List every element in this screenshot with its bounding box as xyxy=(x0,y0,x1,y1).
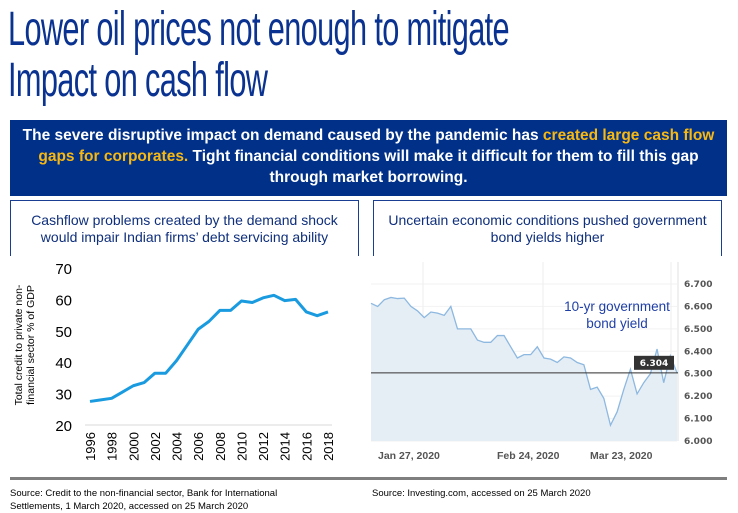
x-tick-label: 2012 xyxy=(256,432,271,461)
y-tick-label: 6.200 xyxy=(684,392,712,402)
x-tick-label: 2010 xyxy=(234,432,249,461)
y-tick-label: 40 xyxy=(55,355,72,372)
x-tick-label: 2016 xyxy=(299,432,314,461)
x-tick-label: 2014 xyxy=(278,432,293,461)
current-value-label: 6.304 xyxy=(640,359,668,369)
y-tick-label: 6.300 xyxy=(684,370,712,380)
x-tick-label: 1996 xyxy=(83,432,98,461)
y-axis-label: Total credit to private non-financial se… xyxy=(13,284,37,405)
x-tick-label: 2002 xyxy=(148,432,163,461)
x-tick-label: Feb 24, 2020 xyxy=(497,450,560,462)
y-tick-label: 6.500 xyxy=(684,325,712,335)
y-tick-label: 6.700 xyxy=(684,280,712,290)
divider xyxy=(10,477,727,480)
y-tick-label: 50 xyxy=(55,324,72,341)
y-tick-label: 20 xyxy=(55,418,72,435)
x-tick-label: 2004 xyxy=(170,432,185,461)
x-tick-label: 2008 xyxy=(213,432,228,461)
x-tick-label: Mar 23, 2020 xyxy=(590,450,653,462)
credit-series-line xyxy=(90,295,328,401)
y-tick-label: 6.400 xyxy=(684,347,712,357)
y-tick-label: 6.100 xyxy=(684,415,712,425)
y-tick-label: 70 xyxy=(55,261,72,278)
source-right: Source: Investing.com, accessed on 25 Ma… xyxy=(372,487,702,500)
y-tick-label: 30 xyxy=(55,387,72,404)
y-tick-label: 6.600 xyxy=(684,302,712,312)
x-tick-label: Jan 27, 2020 xyxy=(378,450,440,462)
x-tick-label: 2018 xyxy=(321,432,336,461)
y-tick-label: 6.000 xyxy=(684,437,712,447)
x-tick-label: 2000 xyxy=(126,432,141,461)
source-left: Source: Credit to the non-financial sect… xyxy=(10,487,330,513)
x-tick-label: 2006 xyxy=(191,432,206,461)
x-tick-label: 1998 xyxy=(105,432,120,461)
y-tick-label: 60 xyxy=(55,292,72,309)
